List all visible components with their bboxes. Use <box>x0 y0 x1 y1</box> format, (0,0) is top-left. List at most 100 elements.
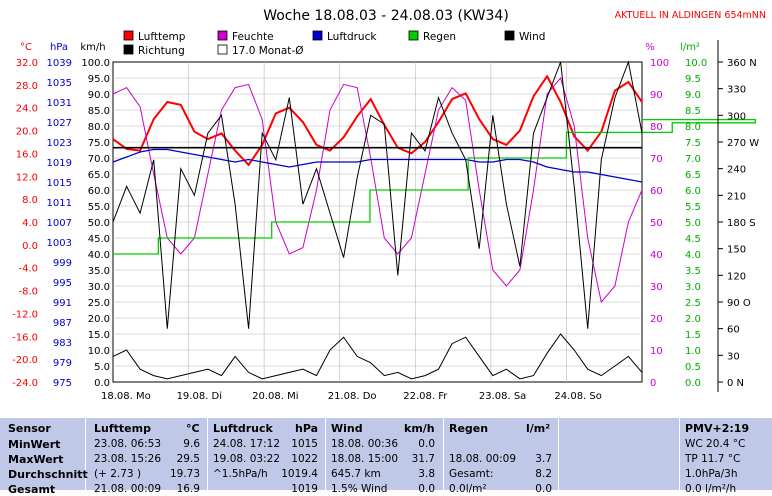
wind-tick-label: 10.0 <box>88 346 110 357</box>
pressure-tick-label: 975 <box>53 378 72 389</box>
series-richtung-line <box>112 60 643 329</box>
wind-unit: km/h <box>404 422 435 435</box>
pressure-tick-label: 999 <box>53 258 72 269</box>
rain-tick-label: 9.5 <box>685 74 701 85</box>
temp-tick-label: 0.0 <box>22 241 38 252</box>
wind-tick-label: 20.0 <box>88 314 110 325</box>
pmv-dewpoint: TP 11.7 °C <box>685 453 741 465</box>
wind-min-value: 0.0 <box>418 438 435 450</box>
temp-max-value: 29.5 <box>176 453 200 465</box>
temp-tick-label: -24.0 <box>12 378 38 389</box>
direction-tick-label: 240 <box>727 165 746 176</box>
pressure-tick-label: 1015 <box>47 178 72 189</box>
wind-tick-label: 70.0 <box>88 154 110 165</box>
wind-tick-label: 35.0 <box>88 266 110 277</box>
pressure-header: Luftdruck <box>213 422 273 435</box>
pressure-tick-label: 1031 <box>47 98 72 109</box>
rain-tick-label: 0.5 <box>685 362 701 373</box>
direction-tick-label: 300 <box>727 111 746 122</box>
pressure-min-value: 1015 <box>291 438 318 450</box>
legend-label: Feuchte <box>232 31 274 43</box>
pressure-tick-label: 995 <box>53 278 72 289</box>
rain-tick-label: 7.5 <box>685 138 701 149</box>
humidity-tick-label: 80 <box>650 122 663 133</box>
temp-header: Lufttemp <box>94 422 151 435</box>
legend-label: Wind <box>519 31 545 43</box>
pressure-tick-label: 1019 <box>47 158 72 169</box>
temp-tick-label: 28.0 <box>16 81 38 92</box>
column-divider <box>325 418 326 490</box>
humidity-tick-label: 40 <box>650 250 663 261</box>
rain-tick-label: 5.5 <box>685 202 701 213</box>
wind-total-value: 0.0 <box>418 483 435 495</box>
humidity-tick-label: 60 <box>650 186 663 197</box>
humidity-unit-label: % <box>645 42 655 53</box>
pmv-windchill: WC 20.4 °C <box>685 438 746 450</box>
pressure-tick-label: 987 <box>53 318 72 329</box>
humidity-tick-label: 30 <box>650 282 663 293</box>
wind-tick-label: 65.0 <box>88 170 110 181</box>
rain-tick-label: 10.0 <box>685 58 707 69</box>
rain-tick-label: 8.0 <box>685 122 701 133</box>
x-tick-label: 24.08. So <box>554 391 601 402</box>
rain-tick-label: 2.0 <box>685 314 701 325</box>
temp-tick-label: -12.0 <box>12 309 38 320</box>
humidity-tick-label: 90 <box>650 90 663 101</box>
temp-min-time: 23.08. 06:53 <box>94 438 161 450</box>
direction-tick-label: 90 O <box>727 298 751 309</box>
rain-tick-label: 2.5 <box>685 298 701 309</box>
pressure-tick-label: 1035 <box>47 78 72 89</box>
weather-chart: Woche 18.08.03 - 24.08.03 (KW34) AKTUELL… <box>12 8 766 402</box>
rain-tick-label: 3.5 <box>685 266 701 277</box>
wind-tick-label: 100.0 <box>81 58 110 69</box>
wind-share: 1.5% Wind <box>331 483 388 495</box>
rain-max-value: 3.7 <box>535 453 552 465</box>
temp-tick-label: 8.0 <box>22 195 38 206</box>
series-feuchte-line <box>112 76 643 304</box>
humidity-tick-label: 50 <box>650 218 663 229</box>
x-tick-label: 23.08. Sa <box>479 391 526 402</box>
column-divider <box>207 418 208 490</box>
legend-swatch <box>217 30 228 41</box>
x-tick-label: 22.08. Fr <box>403 391 448 402</box>
legend-label: Richtung <box>138 45 185 57</box>
temp-unit-label: °C <box>20 42 32 53</box>
humidity-tick-label: 20 <box>650 314 663 325</box>
direction-tick-label: 360 N <box>727 58 757 69</box>
direction-tick-label: 120 <box>727 271 746 282</box>
pressure-tick-label: 979 <box>53 358 72 369</box>
wind-avg-value: 3.8 <box>418 468 435 480</box>
direction-tick-label: 180 S <box>727 218 756 229</box>
temp-tick-label: 4.0 <box>22 218 38 229</box>
direction-tick-label: 30 <box>727 351 740 362</box>
temp-tick-label: 24.0 <box>16 104 38 115</box>
humidity-tick-label: 70 <box>650 154 663 165</box>
temp-tick-label: -16.0 <box>12 332 38 343</box>
legend-swatch <box>217 44 228 55</box>
temp-total-value: 16.9 <box>176 483 200 495</box>
direction-tick-label: 270 W <box>727 138 759 149</box>
temp-max-time: 23.08. 15:26 <box>94 453 161 465</box>
wind-max-time: 18.08. 15:00 <box>331 453 398 465</box>
sensor-header: Sensor <box>8 422 51 435</box>
rain-tick-label: 4.0 <box>685 250 701 261</box>
wind-tick-label: 55.0 <box>88 202 110 213</box>
pressure-tick-label: 1023 <box>47 138 72 149</box>
statistics-panel: Sensor MinWert MaxWert Durchschnitt Gesa… <box>0 418 772 496</box>
rain-tick-label: 6.5 <box>685 170 701 181</box>
chart-title: Woche 18.08.03 - 24.08.03 (KW34) <box>263 8 509 24</box>
temp-avg-delta: (+ 2.73 ) <box>94 468 142 480</box>
temp-tick-label: -8.0 <box>18 287 38 298</box>
wind-tick-label: 40.0 <box>88 250 110 261</box>
wind-unit-label: km/h <box>80 42 105 53</box>
wind-min-time: 18.08. 00:36 <box>331 438 398 450</box>
rain-rate-value: 0.0 <box>535 483 552 495</box>
temp-min-value: 9.6 <box>183 438 200 450</box>
wind-tick-label: 75.0 <box>88 138 110 149</box>
rain-total-label: Gesamt: <box>449 468 494 480</box>
temp-tick-label: -4.0 <box>18 264 38 275</box>
pressure-tick-label: 1007 <box>47 218 72 229</box>
wind-max-value: 31.7 <box>411 453 435 465</box>
pmv-pressure-trend: 1.0hPa/3h <box>685 468 738 480</box>
